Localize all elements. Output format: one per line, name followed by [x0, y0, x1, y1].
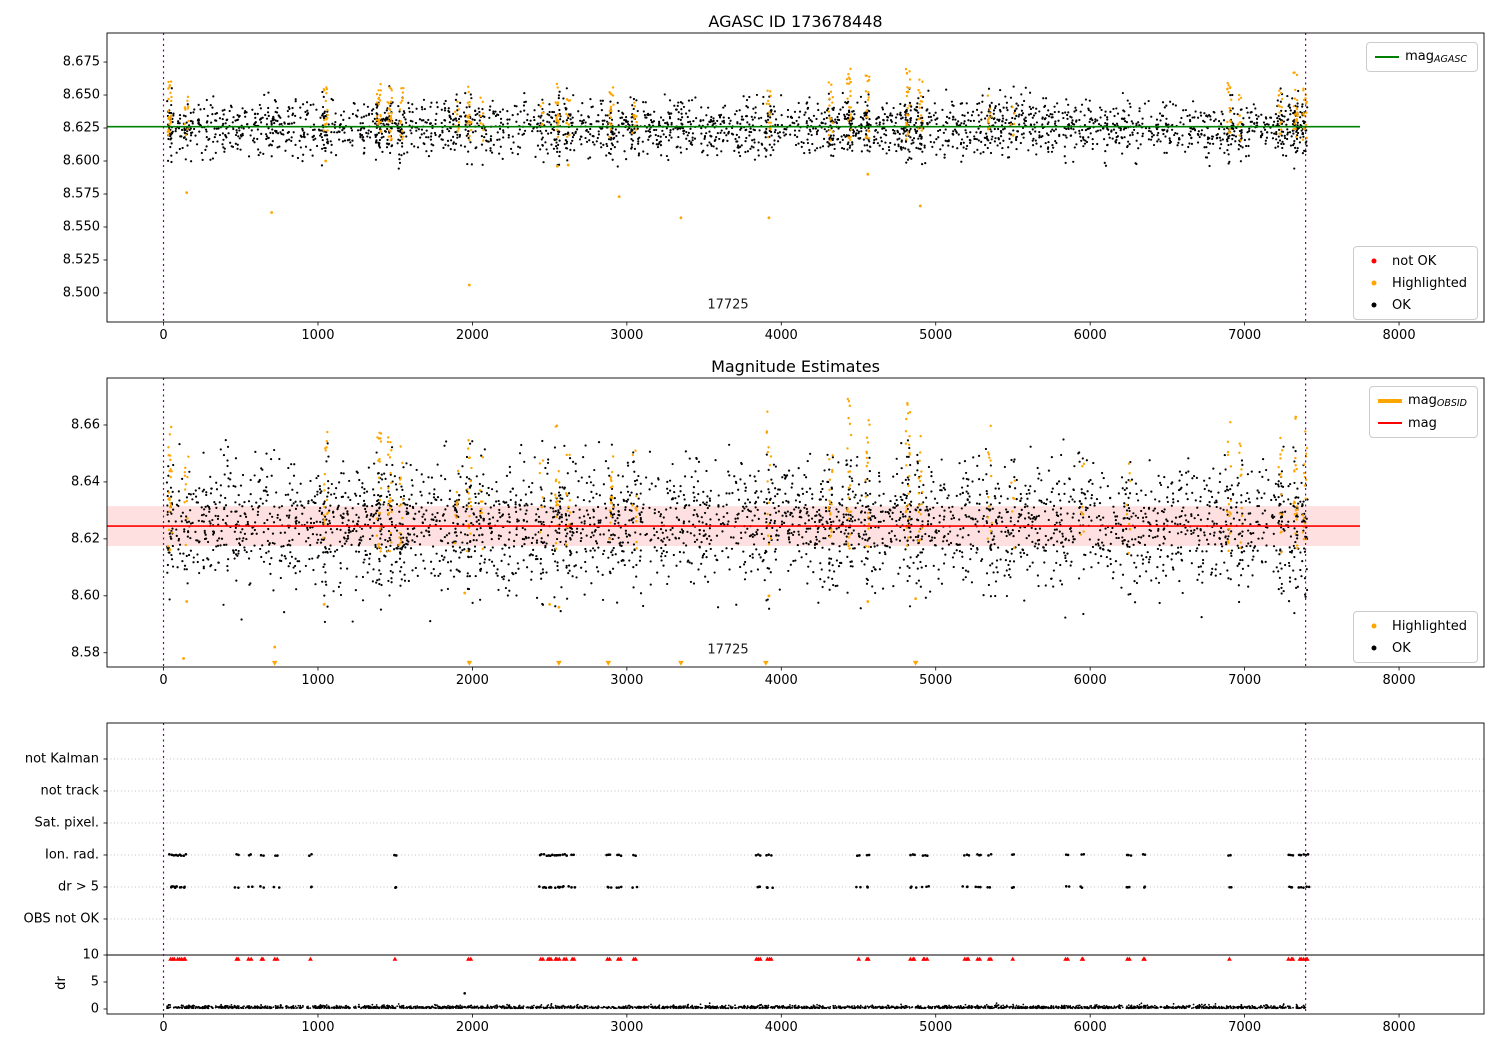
- not-ok-dot-icon: [1362, 254, 1386, 268]
- legend-label-not-ok: not OK: [1392, 253, 1437, 269]
- legend-label-mag-agasc: magAGASC: [1405, 49, 1467, 65]
- legend-label-mag-obsid: magOBSID: [1407, 393, 1467, 409]
- highlighted-dot-icon: [1362, 276, 1386, 290]
- panel1-title: AGASC ID 173678448: [708, 12, 883, 31]
- dr-axis-label: dr: [54, 976, 69, 990]
- panel2-title: Magnitude Estimates: [711, 357, 880, 376]
- legend-item-highlighted: Highlighted: [1362, 274, 1467, 292]
- panel1-legend-markers: not OK Highlighted OK: [1353, 246, 1478, 320]
- mag-obsid-line-swatch: [1377, 394, 1402, 408]
- mag-agasc-line-swatch: [1375, 50, 1400, 64]
- legend-item-ok: OK: [1362, 296, 1467, 314]
- obsid-annotation-panel1: 17725: [707, 297, 749, 313]
- ok-dot-icon: [1362, 641, 1386, 655]
- highlighted-dot-icon: [1362, 619, 1386, 633]
- legend-item-mag-obsid: magOBSID: [1377, 392, 1467, 410]
- panel2-legend-lines: magOBSID mag: [1368, 386, 1478, 438]
- legend-item-highlighted: Highlighted: [1362, 617, 1467, 635]
- mag-line-swatch: [1377, 416, 1402, 430]
- panel2-legend-markers: Highlighted OK: [1353, 611, 1478, 663]
- legend-item-mag: mag: [1377, 414, 1467, 432]
- legend-label-mag: mag: [1407, 415, 1437, 431]
- legend-label-ok: OK: [1392, 297, 1411, 313]
- legend-item-mag-agasc: magAGASC: [1375, 48, 1467, 66]
- legend-label-highlighted: Highlighted: [1392, 275, 1467, 291]
- ok-dot-icon: [1362, 298, 1386, 312]
- legend-label-ok: OK: [1392, 640, 1411, 656]
- legend-item-ok: OK: [1362, 639, 1467, 657]
- panel1-legend-line: magAGASC: [1366, 42, 1478, 72]
- obsid-annotation-panel2: 17725: [707, 642, 749, 658]
- legend-label-highlighted: Highlighted: [1392, 618, 1467, 634]
- legend-item-not-ok: not OK: [1362, 252, 1467, 270]
